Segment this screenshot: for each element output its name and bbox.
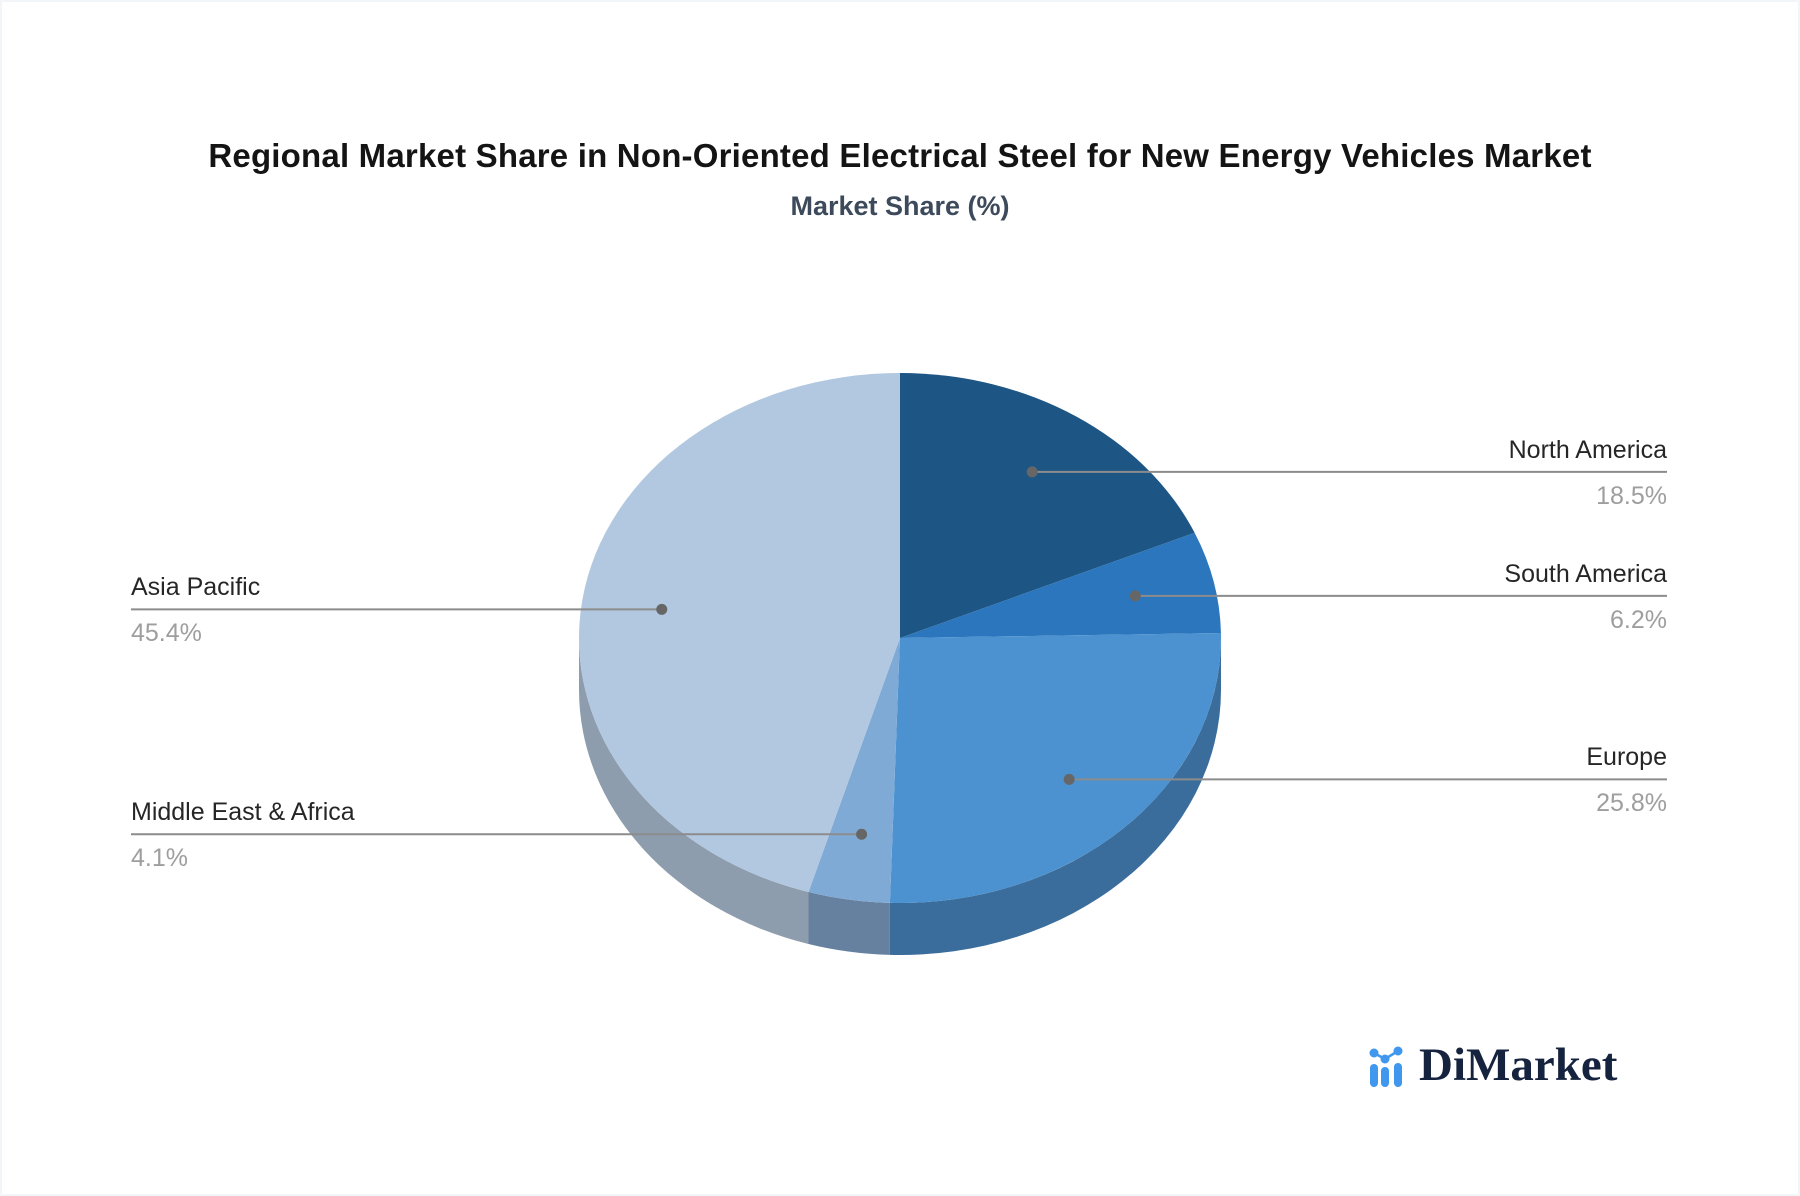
pie-slice-side-middle-east-africa [808, 892, 890, 955]
bar [1370, 1064, 1378, 1087]
pie-callout-europe: Europe 25.8% [1586, 742, 1667, 818]
pie-slice-side-europe [889, 638, 1221, 956]
leader-dot-south-america [1129, 590, 1141, 602]
slice-value: 18.5% [1596, 481, 1667, 510]
leader-dot-asia-pacific [656, 603, 668, 615]
slice-label: North America [1508, 435, 1667, 464]
pie-callout-south-america: South America 6.2% [1504, 559, 1667, 635]
slice-value: 4.1% [131, 844, 188, 873]
pie-slice-south-america[interactable] [900, 532, 1221, 638]
trend-dot [1369, 1048, 1379, 1058]
pie-slice-middle-east-africa[interactable] [808, 638, 900, 903]
pie-callout-north-america: North America 18.5% [1509, 435, 1667, 511]
leader-dot-europe [1063, 773, 1075, 785]
slice-value: 45.4% [131, 619, 202, 648]
bar [1381, 1067, 1389, 1087]
leader-dot-middle-east-africa [856, 828, 868, 840]
slice-value: 25.8% [1596, 789, 1667, 818]
logo-text: DiMarket [1419, 1039, 1618, 1091]
pie-slice-north-america[interactable] [900, 373, 1195, 638]
pie-slice-asia-pacific[interactable] [578, 373, 900, 893]
bar [1394, 1063, 1402, 1087]
slice-value: 6.2% [1610, 605, 1667, 634]
slice-label: Middle East & Africa [131, 798, 355, 827]
slice-label: South America [1504, 559, 1667, 588]
chart-subtitle: Market Share (%) [790, 191, 1010, 221]
slice-label: Europe [1586, 743, 1667, 772]
pie-callout-middle-east-africa: Middle East & Africa 4.1% [131, 797, 355, 873]
dimarket-logo: DiMarket [1366, 1038, 1617, 1092]
pie-callout-asia-pacific: Asia Pacific 45.4% [131, 572, 260, 648]
chart-title: Regional Market Share in Non-Oriented El… [208, 137, 1592, 174]
pie-slice-side-asia-pacific [579, 638, 809, 945]
bar-line-chart-icon [1369, 1046, 1403, 1087]
trend-dot [1380, 1054, 1390, 1064]
slice-label: Asia Pacific [131, 573, 261, 602]
pie-slice-europe[interactable] [889, 633, 1221, 903]
leader-dot-north-america [1026, 466, 1038, 478]
trend-dot [1393, 1046, 1403, 1056]
